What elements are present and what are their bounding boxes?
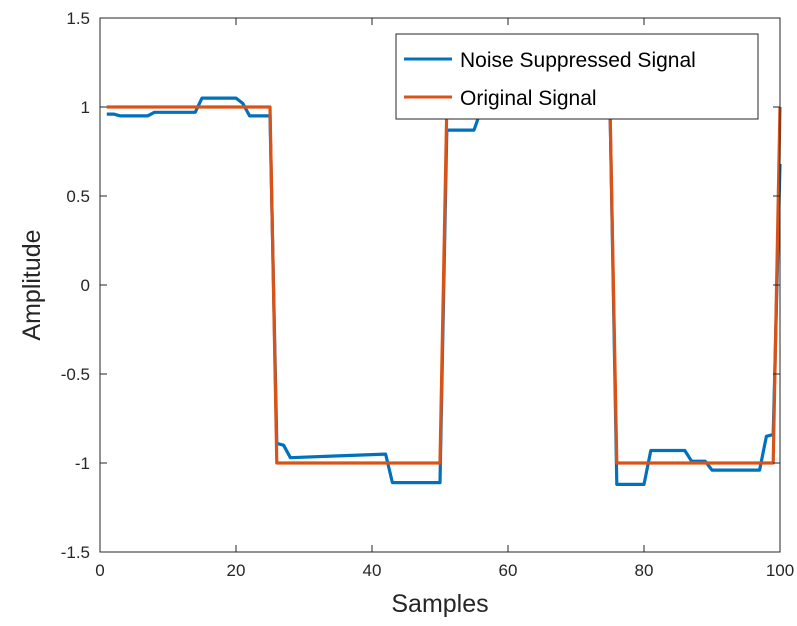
legend-label-noise-suppressed: Noise Suppressed Signal <box>460 49 696 72</box>
x-tick-label: 80 <box>635 561 654 580</box>
series-line-1 <box>106 105 782 465</box>
y-tick-label: 0.5 <box>66 187 90 206</box>
y-tick-label: 0 <box>81 276 90 295</box>
x-axis-label: Samples <box>391 590 488 618</box>
y-axis-label: Amplitude <box>18 229 46 340</box>
y-tick-label: -1.5 <box>61 543 90 562</box>
legend: Noise Suppressed Signal Original Signal <box>395 33 759 120</box>
x-tick-label: 60 <box>499 561 518 580</box>
x-tick-label: 20 <box>227 561 246 580</box>
x-tick-label: 100 <box>766 561 794 580</box>
series-line-0 <box>106 96 782 486</box>
series-layer <box>106 96 782 486</box>
x-tick-label: 40 <box>363 561 382 580</box>
y-tick-label: 1.5 <box>66 9 90 28</box>
axis-ticks: 0 20 40 60 80 100 -1.5 -1 -0.5 0 0.5 1 1.5 <box>61 9 794 580</box>
y-tick-label: -1 <box>75 454 90 473</box>
y-tick-label: -0.5 <box>61 365 90 384</box>
x-tick-label: 0 <box>95 561 104 580</box>
y-tick-label: 1 <box>81 98 90 117</box>
legend-box <box>395 33 759 120</box>
legend-label-original: Original Signal <box>460 87 597 110</box>
